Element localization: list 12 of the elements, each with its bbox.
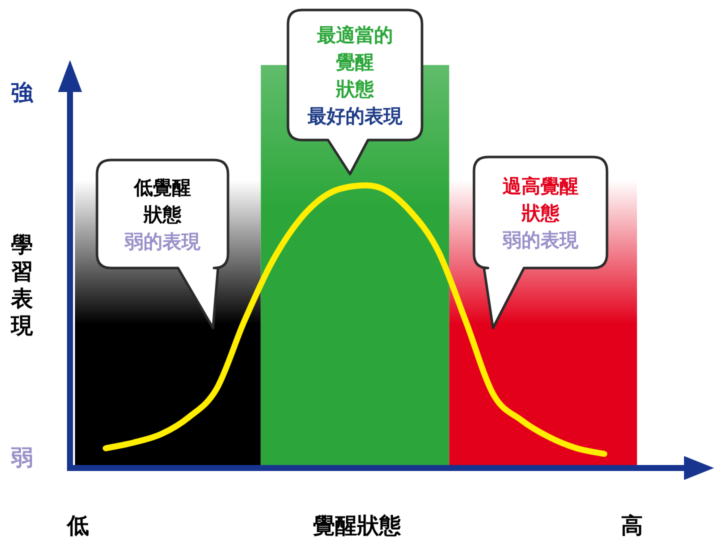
text: 弱 xyxy=(10,446,33,471)
y-axis-title: 學習表現 xyxy=(10,233,34,339)
text: 強 xyxy=(11,81,34,106)
annotation: 低覺醒狀態 xyxy=(133,177,191,226)
annotation: 過高覺醒狀態 xyxy=(502,176,578,224)
annotation: 弱的表現 xyxy=(124,231,202,253)
text: 最好的表現 xyxy=(306,106,404,128)
text: 最適當的覺醒狀態 xyxy=(316,24,393,100)
x-tick-label: 高 xyxy=(621,513,643,538)
x-axis-title: 覺醒狀態 xyxy=(312,513,402,538)
x-tick-label: 低 xyxy=(66,514,89,538)
annotation: 弱的表現 xyxy=(502,230,580,252)
